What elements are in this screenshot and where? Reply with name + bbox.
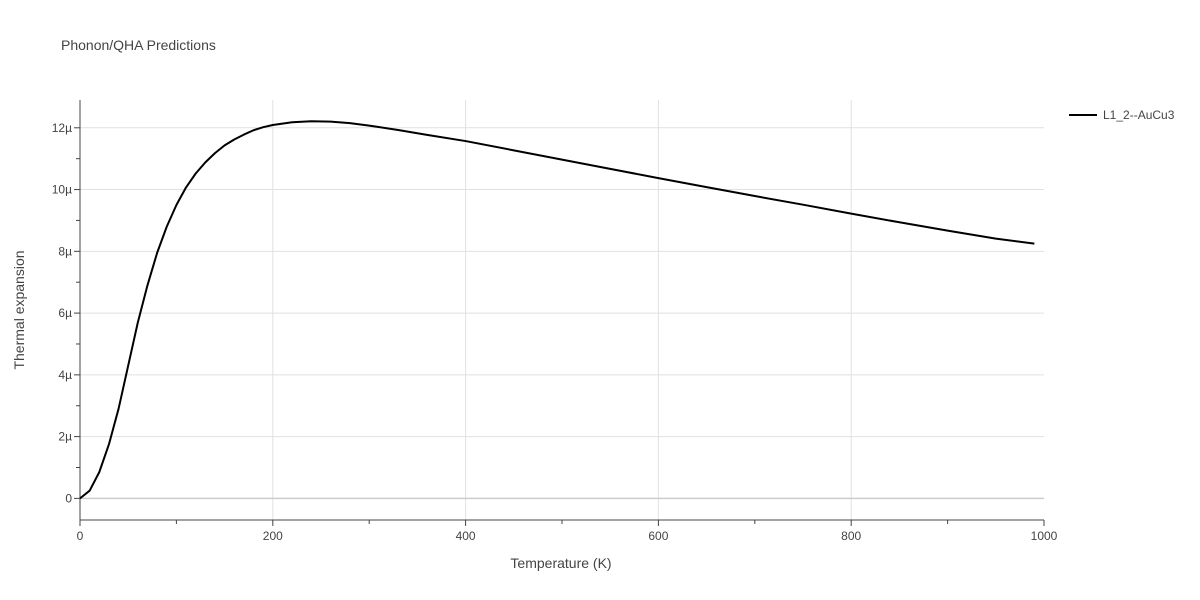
grid-lines <box>80 100 1044 520</box>
x-tick-label: 200 <box>263 529 283 543</box>
x-axis-title: Temperature (K) <box>510 555 611 571</box>
axes <box>74 100 1045 526</box>
y-tick-label: 2µ <box>58 430 72 444</box>
chart-title: Phonon/QHA Predictions <box>61 37 216 53</box>
legend-label-l1-2-aucu3: L1_2--AuCu3 <box>1103 108 1175 122</box>
y-tick-label: 0 <box>65 491 72 505</box>
x-tick-label: 0 <box>77 529 84 543</box>
x-tick-label: 400 <box>456 529 476 543</box>
y-tick-label: 8µ <box>58 244 72 258</box>
series-line-0[interactable] <box>79 120 1035 500</box>
x-tick-label: 600 <box>648 529 668 543</box>
x-tick-label: 800 <box>841 529 861 543</box>
y-axis-title: Thermal expansion <box>11 250 27 369</box>
y-tick-label: 10µ <box>52 183 72 197</box>
legend[interactable]: L1_2--AuCu3 <box>1069 108 1175 122</box>
plot-area <box>79 120 1035 500</box>
tick-labels: 0 200 400 600 800 1000 0 2µ 4µ 6µ 8µ 10µ 12µ <box>52 121 1058 543</box>
y-tick-label: 12µ <box>52 121 72 135</box>
y-tick-label: 6µ <box>58 306 72 320</box>
x-tick-label: 1000 <box>1031 529 1058 543</box>
y-tick-label: 4µ <box>58 368 72 382</box>
